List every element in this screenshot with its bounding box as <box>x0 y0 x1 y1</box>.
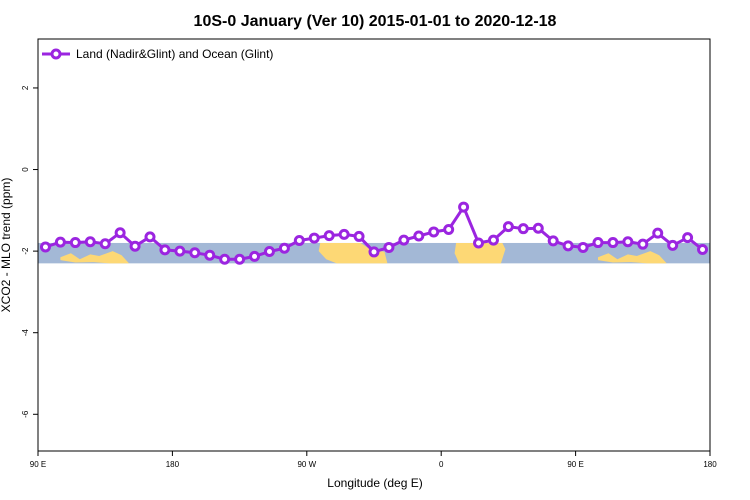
x-tick-label: 90 W <box>297 460 316 469</box>
data-point <box>547 235 559 247</box>
data-point <box>308 232 320 244</box>
data-point <box>517 223 529 235</box>
x-axis: 90 E 180 90 W 0 90 E 180 <box>30 451 717 469</box>
data-point <box>622 236 634 248</box>
data-point <box>278 242 290 254</box>
legend-swatch-marker <box>50 48 62 60</box>
data-point <box>129 240 141 252</box>
x-tick-label: 90 E <box>30 460 46 469</box>
data-point <box>443 223 455 235</box>
x-tick-label: 0 <box>439 460 444 469</box>
data-point <box>652 227 664 239</box>
y-tick-label: 0 <box>21 167 30 172</box>
data-point <box>607 237 619 249</box>
data-point <box>234 253 246 265</box>
y-axis: 2 0 -2 -4 -6 <box>21 85 38 418</box>
y-tick-label: -4 <box>21 329 30 337</box>
data-point <box>458 201 470 213</box>
data-point <box>219 253 231 265</box>
data-point <box>293 235 305 247</box>
data-point <box>502 221 514 233</box>
data-point <box>398 234 410 246</box>
data-point <box>562 240 574 252</box>
data-point <box>323 230 335 242</box>
data-point <box>99 238 111 250</box>
legend-label: Land (Nadir&Glint) and Ocean (Glint) <box>76 47 273 61</box>
chart-title: 10S-0 January (Ver 10) 2015-01-01 to 202… <box>194 13 557 30</box>
plot-frame <box>37 38 711 452</box>
data-point <box>204 249 216 261</box>
data-point <box>682 232 694 244</box>
data-point <box>249 250 261 262</box>
x-tick-label: 90 E <box>567 460 583 469</box>
y-tick-label: -2 <box>21 247 30 255</box>
data-point <box>637 238 649 250</box>
map-land-south-america <box>318 243 388 264</box>
data-point <box>383 241 395 253</box>
data-point <box>368 246 380 258</box>
data-point <box>473 237 485 249</box>
x-axis-label: Longitude (deg E) <box>327 476 422 490</box>
x-tick-label: 180 <box>166 460 180 469</box>
data-point <box>144 231 156 243</box>
legend: Land (Nadir&Glint) and Ocean (Glint) <box>42 47 273 61</box>
data-point <box>174 245 186 257</box>
map-land-africa <box>454 243 506 264</box>
data-point <box>697 243 709 255</box>
y-axis-label: XCO2 - MLO trend (ppm) <box>0 178 13 313</box>
x-tick-label: 180 <box>703 460 717 469</box>
data-point <box>532 222 544 234</box>
data-point <box>189 247 201 259</box>
data-point <box>592 237 604 249</box>
data-point <box>69 237 81 249</box>
data-point <box>577 241 589 253</box>
data-point <box>338 228 350 240</box>
y-tick-label: 2 <box>21 85 30 90</box>
y-tick-label: -6 <box>21 410 30 418</box>
series-layer <box>39 201 709 265</box>
data-point <box>54 236 66 248</box>
data-point <box>84 236 96 248</box>
data-point <box>39 241 51 253</box>
map-land-maritime-continent-repeat <box>598 251 667 264</box>
data-point <box>428 226 440 238</box>
data-point <box>413 230 425 242</box>
data-point <box>263 246 275 258</box>
data-point <box>159 244 171 256</box>
data-point <box>487 234 499 246</box>
data-point <box>667 239 679 251</box>
data-point <box>114 227 126 239</box>
map-land-maritime-continent <box>60 251 130 264</box>
data-point <box>353 230 365 242</box>
